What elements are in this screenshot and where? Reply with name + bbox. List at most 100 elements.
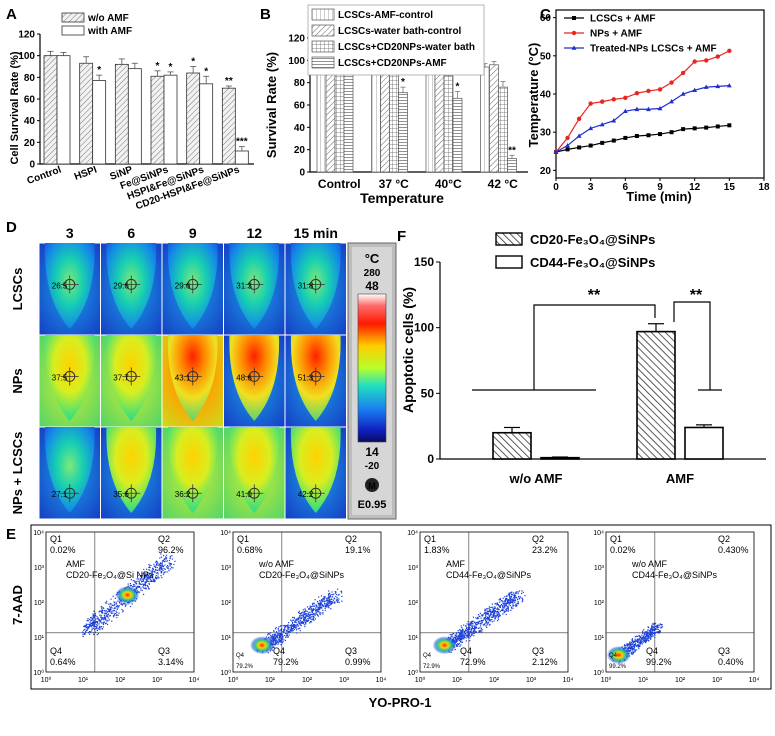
flow-event [508, 594, 510, 596]
flow-event [99, 614, 101, 616]
flow-event [490, 612, 492, 615]
flow-event [464, 633, 466, 635]
flow-event [92, 617, 94, 619]
flow-event [112, 612, 114, 614]
panel-b-bar [325, 59, 336, 173]
panel-f-bracket-1 [533, 304, 656, 390]
flow-event [284, 628, 286, 630]
flow-event [273, 634, 276, 636]
flow-event [630, 653, 632, 655]
flow-event [163, 572, 165, 574]
flow-ytick-label: 10⁰ [220, 669, 231, 677]
flow-event [147, 576, 149, 578]
flow-event [302, 622, 304, 624]
flow-event [517, 592, 519, 595]
flow-event [322, 611, 324, 614]
flow-event [654, 632, 657, 634]
flow-event [499, 605, 501, 607]
flow-event [302, 614, 304, 616]
flow-event [290, 627, 292, 629]
flow-event [470, 631, 472, 633]
flow-event [498, 615, 500, 617]
panel-b-bar [334, 59, 345, 173]
flow-event [321, 604, 324, 606]
flow-q4-small-label: Q4 [423, 653, 432, 659]
thermal-reading: 43.1 [175, 373, 191, 382]
panel-c-point [669, 130, 674, 135]
flow-event [277, 627, 279, 629]
flow-event [490, 616, 493, 618]
flow-event [324, 602, 326, 605]
panel-c-ytick-label: 60 [540, 13, 552, 24]
flow-event [626, 645, 629, 647]
flow-event [645, 631, 647, 633]
flow-event [154, 576, 157, 578]
flow-event [498, 611, 500, 614]
flow-event [312, 608, 314, 610]
flow-event [491, 621, 493, 623]
flow-event [301, 622, 303, 624]
flow-event [650, 635, 652, 637]
flow-event [314, 615, 316, 617]
flow-event [88, 620, 90, 622]
flow-event [84, 632, 86, 634]
flow-event [507, 607, 509, 610]
flow-event [118, 601, 121, 603]
flow-event [315, 610, 317, 612]
flow-event [292, 625, 294, 627]
flow-event [638, 638, 640, 640]
flow-q3-value: 2.12% [532, 657, 558, 667]
flow-event [113, 604, 116, 606]
flow-event [510, 600, 512, 603]
flow-event [497, 609, 499, 611]
flow-event [137, 586, 139, 588]
thermal-reading: 37.5 [52, 373, 68, 382]
flow-event [90, 619, 93, 622]
flow-event [508, 599, 510, 602]
flow-event [517, 591, 519, 593]
flow-event [451, 635, 453, 637]
flow-event [516, 591, 518, 593]
flow-event [507, 605, 509, 607]
flow-event [494, 613, 496, 615]
flow-event [298, 612, 301, 614]
flow-event [279, 630, 281, 632]
flow-event [145, 574, 147, 576]
flow-event [135, 581, 137, 583]
flow-event [465, 640, 467, 642]
flow-event [115, 610, 117, 612]
flow-event [83, 626, 86, 628]
flow-event [497, 614, 499, 616]
flow-event [639, 635, 641, 638]
flow-event [281, 635, 284, 638]
flow-event [90, 616, 92, 619]
flow-event [140, 579, 142, 581]
flow-event [145, 576, 147, 578]
flow-event [472, 623, 474, 625]
flow-event [148, 580, 150, 583]
flow-event [648, 633, 651, 636]
flow-event [159, 566, 161, 568]
flow-event [143, 587, 145, 589]
panel-a-bar [114, 63, 129, 165]
flow-event [281, 639, 283, 641]
flow-event [471, 625, 474, 627]
flow-event [169, 557, 171, 559]
flow-event [147, 575, 149, 577]
thermal-reading: 29.6 [175, 281, 191, 290]
flow-event [641, 641, 643, 643]
flow-event [160, 567, 162, 569]
flow-event [322, 613, 324, 615]
flow-event [458, 638, 460, 640]
panel-c-point [622, 108, 628, 113]
flow-event [93, 625, 95, 627]
flow-event [309, 617, 311, 619]
flow-event [103, 607, 105, 610]
flow-event [292, 619, 294, 621]
flow-event [148, 566, 150, 569]
flow-event [275, 636, 277, 639]
flow-event [297, 618, 300, 620]
panel-c-point [600, 140, 605, 145]
flow-event [492, 608, 494, 610]
